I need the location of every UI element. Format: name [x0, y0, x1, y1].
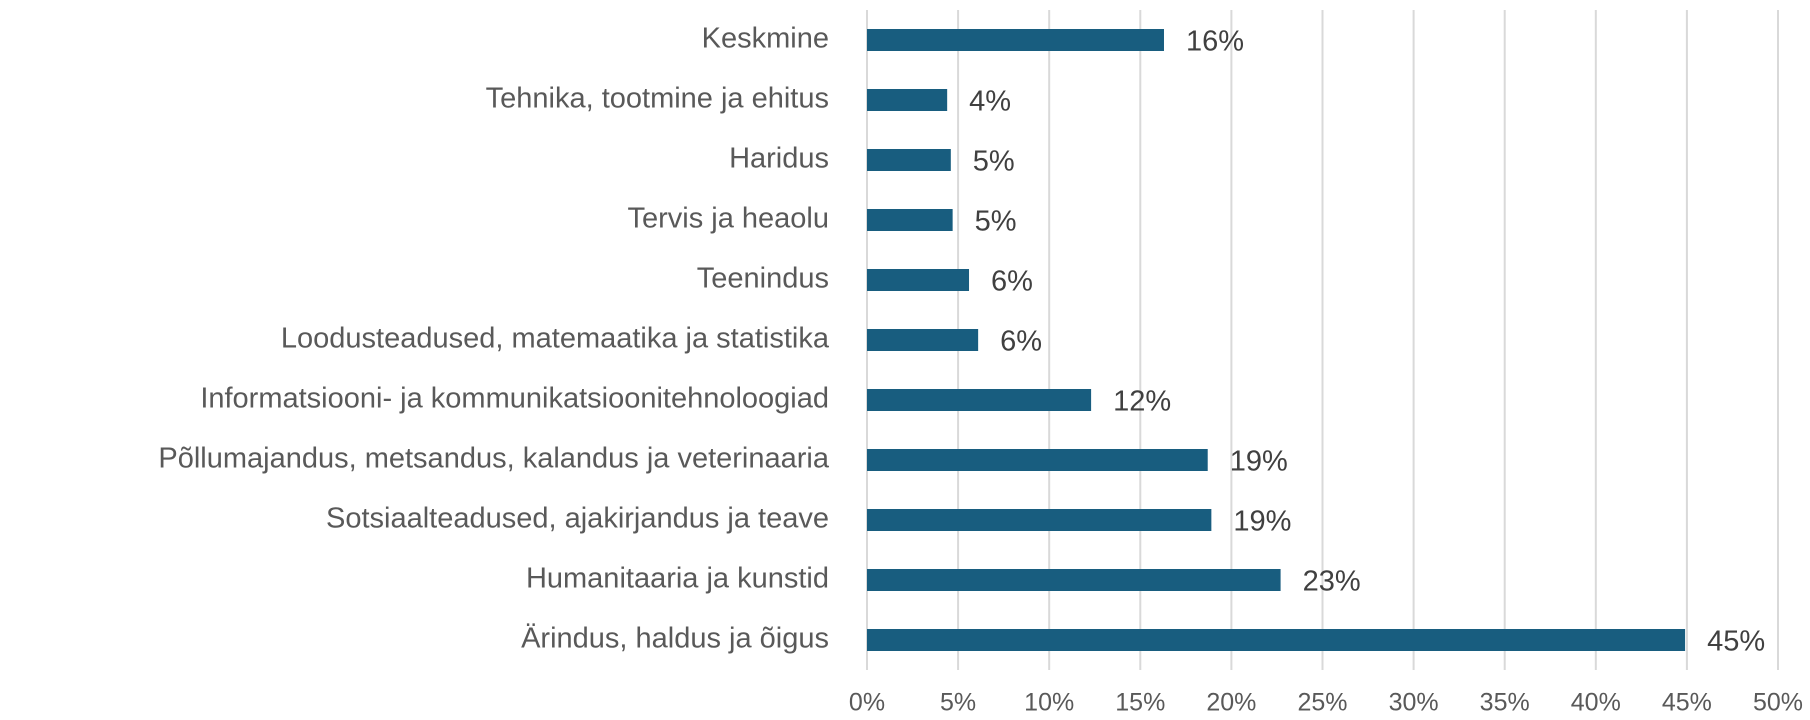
bar [867, 209, 953, 231]
x-tick-label: 10% [1024, 689, 1074, 717]
value-label: 16% [1186, 26, 1244, 58]
value-label: 5% [975, 206, 1017, 238]
category-label: Humanitaaria ja kunstid [526, 563, 829, 595]
value-label: 12% [1113, 386, 1171, 418]
bar [867, 149, 951, 171]
x-tick-label: 20% [1206, 689, 1256, 717]
category-label: Haridus [729, 143, 829, 175]
x-tick-label: 0% [849, 689, 885, 717]
value-label: 6% [991, 266, 1033, 298]
value-label: 19% [1233, 506, 1291, 538]
category-label: Tervis ja heaolu [628, 203, 830, 235]
x-tick-label: 45% [1662, 689, 1712, 717]
category-label: Teenindus [697, 263, 829, 295]
bar [867, 89, 948, 111]
bar [867, 509, 1212, 531]
bar [867, 569, 1281, 591]
value-label: 4% [969, 86, 1011, 118]
value-label: 6% [1000, 326, 1042, 358]
value-label: 45% [1707, 626, 1765, 658]
category-label: Tehnika, tootmine ja ehitus [486, 83, 829, 115]
bar [867, 389, 1092, 411]
bar [867, 269, 970, 291]
x-tick-label: 5% [940, 689, 976, 717]
x-tick-label: 40% [1571, 689, 1621, 717]
category-label: Ärindus, haldus ja õigus [521, 623, 829, 655]
x-tick-label: 15% [1115, 689, 1165, 717]
value-label: 19% [1230, 446, 1288, 478]
bar [867, 329, 979, 351]
bar [867, 629, 1686, 651]
value-label: 5% [973, 146, 1015, 178]
bar [867, 29, 1164, 51]
category-label: Informatsiooni- ja kommunikatsioonitehno… [200, 383, 829, 415]
x-tick-label: 50% [1753, 689, 1803, 717]
x-tick-label: 35% [1480, 689, 1530, 717]
category-label: Põllumajandus, metsandus, kalandus ja ve… [158, 443, 829, 475]
x-tick-label: 25% [1297, 689, 1347, 717]
category-label: Loodusteadused, matemaatika ja statistik… [281, 323, 830, 355]
bar [867, 449, 1208, 471]
category-label: Keskmine [702, 23, 829, 55]
value-label: 23% [1303, 566, 1361, 598]
category-label: Sotsiaalteadused, ajakirjandus ja teave [326, 503, 829, 535]
x-tick-label: 30% [1389, 689, 1439, 717]
